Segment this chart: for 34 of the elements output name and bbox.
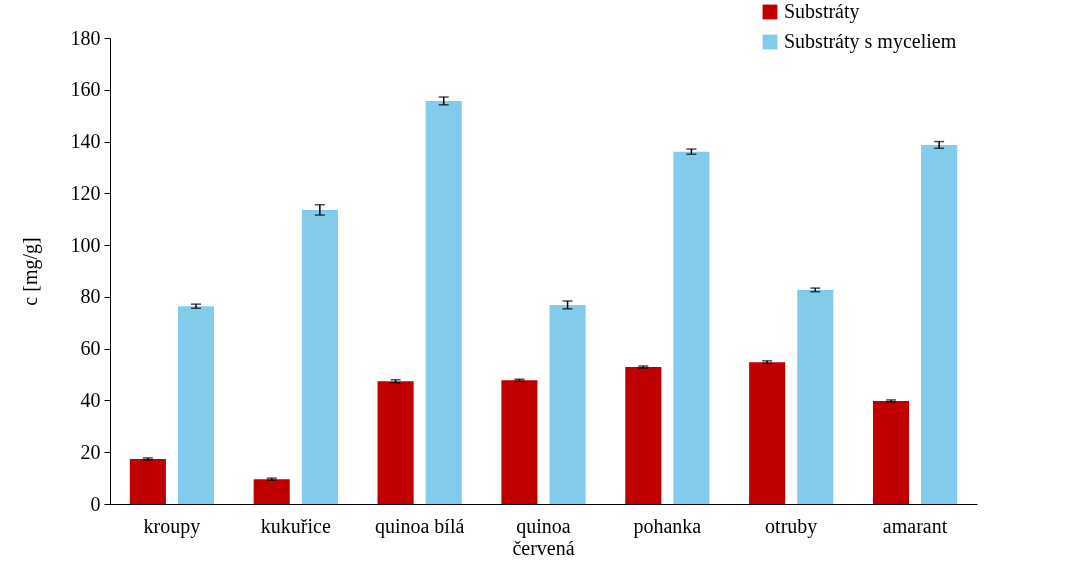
bar [673, 151, 710, 504]
y-tick-label: 180 [70, 26, 101, 49]
bar [129, 458, 166, 504]
x-tick-label: quinoa bílá [374, 514, 465, 538]
y-tick-label: 40 [80, 388, 101, 411]
bar [377, 381, 414, 504]
x-tick-label: kukuřice [260, 514, 331, 537]
bar [549, 304, 586, 504]
x-tick-label: otruby [765, 514, 818, 538]
x-tick-label: quinoa červená [512, 514, 575, 559]
legend-label: Substráty s myceliem [784, 30, 957, 53]
bar [921, 144, 958, 504]
x-tick-label: amarant [882, 514, 948, 537]
bar [872, 400, 910, 504]
bar [625, 367, 662, 504]
bar [425, 100, 462, 504]
y-tick-label: 60 [80, 337, 101, 360]
y-tick-label: 20 [80, 440, 101, 463]
y-tick-label: 0 [90, 492, 101, 515]
x-tick-label: pohanka [633, 514, 702, 538]
y-tick-label: 80 [80, 285, 101, 308]
y-tick-label: 120 [70, 181, 101, 204]
y-tick-label: 100 [70, 233, 101, 256]
bar [301, 209, 338, 504]
y-tick-label: 140 [70, 130, 101, 153]
bar [177, 306, 215, 504]
bar [797, 289, 834, 504]
x-tick-label: kroupy [143, 514, 201, 538]
bar [749, 362, 786, 504]
y-tick-label: 160 [70, 78, 101, 101]
legend-label: Substráty [784, 0, 860, 23]
bar [253, 479, 290, 504]
y-axis-title: c [mg/g] [18, 237, 42, 306]
bar [501, 380, 538, 504]
